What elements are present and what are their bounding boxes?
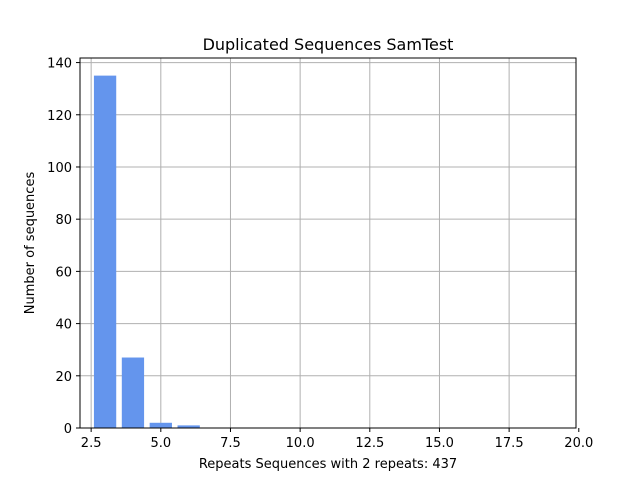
chart-title: Duplicated Sequences SamTest: [203, 35, 454, 54]
y-tick-label: 120: [47, 109, 72, 124]
x-axis-label: Repeats Sequences with 2 repeats: 437: [199, 457, 457, 472]
y-tick-label: 100: [47, 161, 72, 176]
grid-lines: [80, 58, 576, 429]
bar: [177, 425, 200, 428]
bar: [149, 422, 172, 428]
y-tick-label: 80: [55, 213, 72, 228]
y-axis-label: Number of sequences: [23, 172, 38, 315]
y-tick-label: 140: [47, 57, 72, 72]
bar: [121, 357, 145, 428]
bars: [93, 75, 200, 428]
x-tick-label: 12.5: [355, 436, 384, 451]
bar: [93, 75, 117, 428]
x-tick-label: 5.0: [150, 436, 171, 451]
y-tick-label: 60: [55, 265, 72, 280]
x-tick-label: 17.5: [495, 436, 524, 451]
y-tick-label: 20: [55, 370, 72, 385]
x-tick-label: 20.0: [564, 436, 593, 451]
y-tick-label: 40: [55, 318, 72, 333]
y-axis-ticks: 0 20 40 60 80 100 120 140: [47, 57, 80, 437]
x-tick-label: 2.5: [81, 436, 102, 451]
x-tick-label: 10.0: [286, 436, 315, 451]
plot-frame: [79, 57, 577, 429]
x-tick-label: 15.0: [425, 436, 454, 451]
x-tick-label: 7.5: [220, 436, 241, 451]
y-tick-label: 0: [64, 422, 72, 437]
x-axis-ticks: 2.5 5.0 7.5 10.0 12.5 15.0 17.5 20.0: [81, 428, 593, 451]
